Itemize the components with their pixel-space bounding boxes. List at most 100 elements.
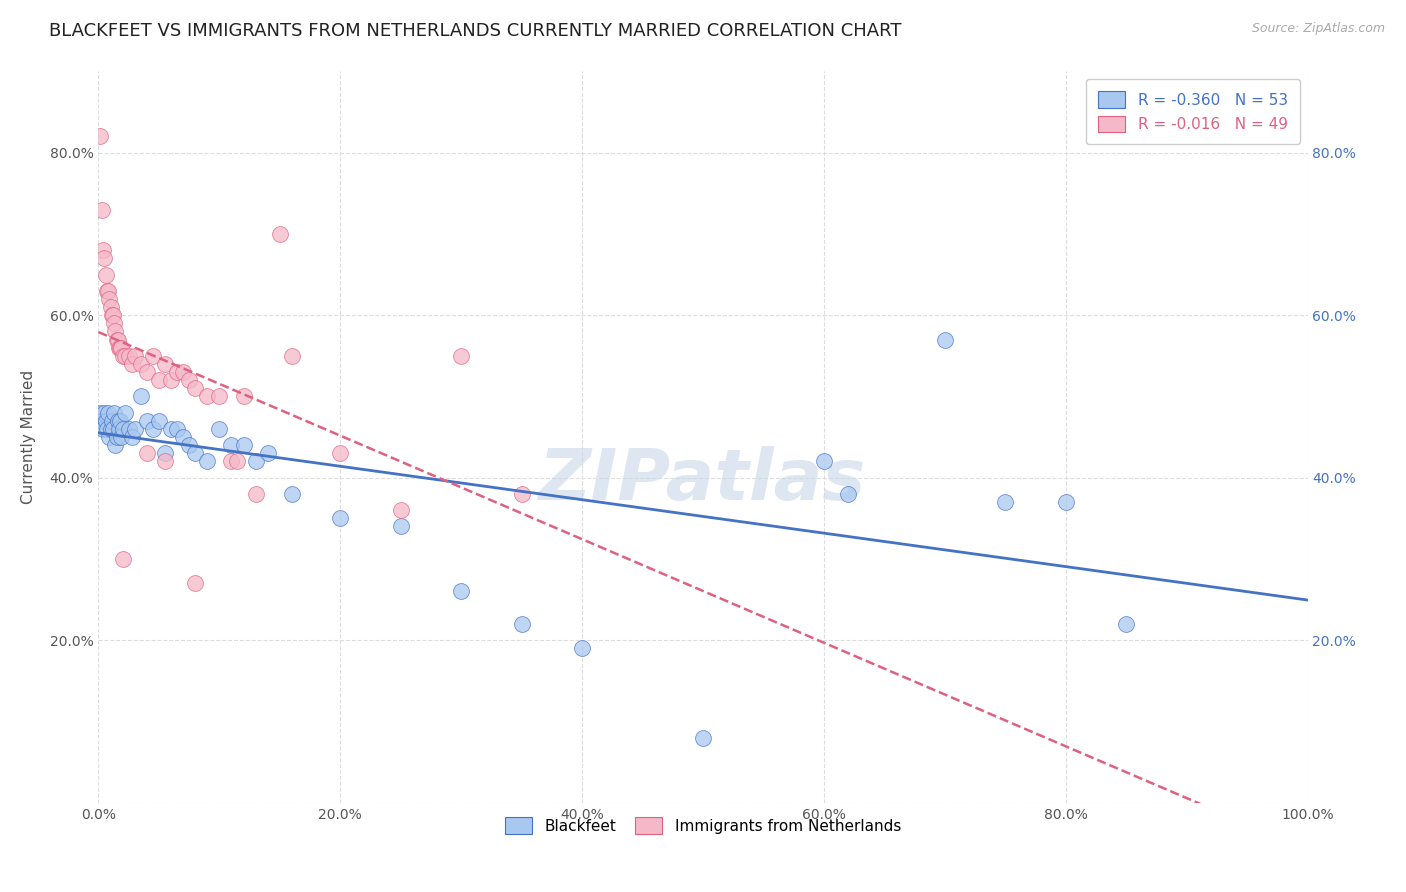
Point — [571, 641, 593, 656]
Point — [510, 487, 533, 501]
Point — [93, 252, 115, 266]
Point — [93, 406, 115, 420]
Point — [934, 333, 956, 347]
Point — [98, 292, 121, 306]
Point — [114, 349, 136, 363]
Point — [179, 373, 201, 387]
Point — [101, 422, 124, 436]
Point — [245, 454, 267, 468]
Point — [101, 308, 124, 322]
Point — [994, 495, 1017, 509]
Point — [100, 308, 122, 322]
Point — [91, 414, 114, 428]
Point — [226, 454, 249, 468]
Point — [142, 422, 165, 436]
Point — [108, 414, 131, 428]
Point — [114, 406, 136, 420]
Point — [124, 422, 146, 436]
Point — [510, 617, 533, 632]
Point — [108, 422, 131, 436]
Point — [148, 373, 170, 387]
Text: ZIPatlas: ZIPatlas — [540, 447, 866, 516]
Point — [98, 430, 121, 444]
Point — [195, 389, 218, 403]
Point — [245, 487, 267, 501]
Point — [118, 422, 141, 436]
Legend: Blackfeet, Immigrants from Netherlands: Blackfeet, Immigrants from Netherlands — [492, 805, 914, 847]
Point — [837, 487, 859, 501]
Point — [172, 365, 194, 379]
Point — [110, 341, 132, 355]
Point — [96, 422, 118, 436]
Point — [281, 487, 304, 501]
Point — [111, 552, 134, 566]
Y-axis label: Currently Married: Currently Married — [21, 370, 35, 504]
Point — [135, 365, 157, 379]
Point — [105, 430, 128, 444]
Point — [107, 333, 129, 347]
Point — [124, 349, 146, 363]
Point — [100, 422, 122, 436]
Point — [110, 430, 132, 444]
Point — [692, 731, 714, 745]
Point — [104, 438, 127, 452]
Point — [111, 422, 134, 436]
Point — [148, 414, 170, 428]
Point — [160, 422, 183, 436]
Point — [813, 454, 835, 468]
Point — [160, 373, 183, 387]
Point — [232, 438, 254, 452]
Point — [450, 584, 472, 599]
Point — [94, 268, 117, 282]
Point — [221, 438, 243, 452]
Point — [129, 357, 152, 371]
Point — [121, 357, 143, 371]
Point — [184, 381, 207, 395]
Point — [184, 446, 207, 460]
Point — [1054, 495, 1077, 509]
Point — [389, 503, 412, 517]
Point — [91, 202, 114, 217]
Point — [97, 284, 120, 298]
Point — [135, 446, 157, 460]
Point — [107, 414, 129, 428]
Point — [89, 406, 111, 420]
Point — [166, 422, 188, 436]
Point — [208, 422, 231, 436]
Point — [91, 243, 114, 257]
Point — [389, 519, 412, 533]
Point — [450, 349, 472, 363]
Point — [329, 511, 352, 525]
Point — [100, 300, 122, 314]
Point — [166, 365, 188, 379]
Point — [121, 430, 143, 444]
Point — [89, 129, 111, 144]
Point — [153, 446, 176, 460]
Point — [111, 349, 134, 363]
Point — [135, 414, 157, 428]
Point — [97, 406, 120, 420]
Point — [104, 325, 127, 339]
Point — [1115, 617, 1137, 632]
Point — [232, 389, 254, 403]
Point — [153, 454, 176, 468]
Point — [118, 349, 141, 363]
Point — [108, 341, 131, 355]
Point — [184, 576, 207, 591]
Point — [105, 333, 128, 347]
Point — [142, 349, 165, 363]
Point — [100, 414, 122, 428]
Point — [129, 389, 152, 403]
Point — [172, 430, 194, 444]
Point — [103, 316, 125, 330]
Point — [94, 414, 117, 428]
Point — [179, 438, 201, 452]
Point — [96, 284, 118, 298]
Point — [153, 357, 176, 371]
Point — [108, 341, 131, 355]
Point — [208, 389, 231, 403]
Point — [329, 446, 352, 460]
Point — [221, 454, 243, 468]
Point — [103, 406, 125, 420]
Point — [90, 414, 112, 428]
